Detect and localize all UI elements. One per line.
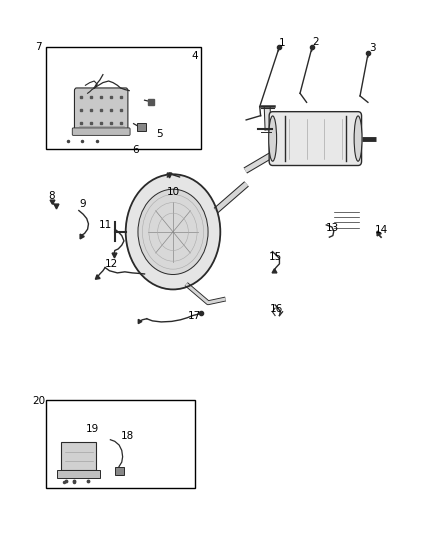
Circle shape <box>138 189 208 274</box>
Bar <box>57 470 100 478</box>
Text: 6: 6 <box>132 146 139 155</box>
Text: 12: 12 <box>105 259 118 269</box>
Text: 15: 15 <box>268 252 282 262</box>
Text: 16: 16 <box>270 304 283 314</box>
Bar <box>46 400 195 488</box>
Bar <box>115 467 124 475</box>
FancyBboxPatch shape <box>74 88 128 132</box>
FancyBboxPatch shape <box>72 128 130 135</box>
Circle shape <box>126 174 220 289</box>
Text: 17: 17 <box>188 311 201 320</box>
Text: 4: 4 <box>191 51 198 61</box>
Ellipse shape <box>268 116 277 161</box>
Text: 10: 10 <box>166 187 180 197</box>
Bar <box>61 442 96 470</box>
Bar <box>46 47 201 149</box>
Text: 1: 1 <box>279 38 286 47</box>
Text: 8: 8 <box>48 191 55 201</box>
Text: 7: 7 <box>35 42 42 52</box>
Ellipse shape <box>354 116 362 161</box>
Text: 2: 2 <box>312 37 319 46</box>
Text: 11: 11 <box>99 220 112 230</box>
Text: 20: 20 <box>32 396 45 406</box>
Text: 19: 19 <box>86 424 99 434</box>
Bar <box>137 123 146 131</box>
FancyBboxPatch shape <box>269 112 361 165</box>
Text: 14: 14 <box>374 225 388 235</box>
Text: 5: 5 <box>156 130 163 139</box>
Text: 18: 18 <box>121 431 134 441</box>
Text: 3: 3 <box>369 43 376 53</box>
Text: 9: 9 <box>79 199 86 208</box>
Text: 13: 13 <box>325 223 339 233</box>
